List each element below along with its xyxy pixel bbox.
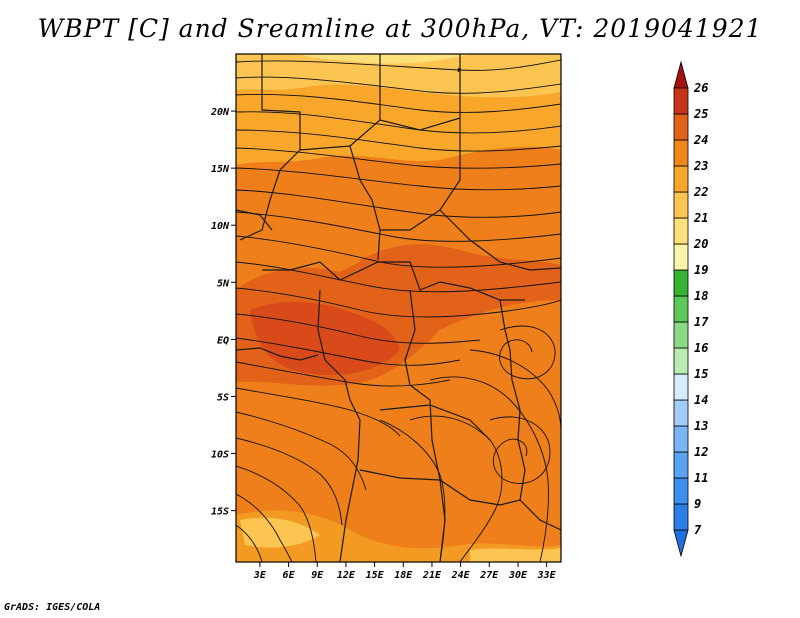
colorbar-label: 26 [693, 81, 708, 95]
colorbar-swatch [673, 165, 689, 193]
grads-credit: GrADS: IGES/COLA [4, 602, 101, 613]
colorbar-swatch [673, 503, 689, 531]
colorbar-swatch [673, 477, 689, 505]
lat-label: 10S [211, 450, 229, 461]
latitude-axis: 20N 15N 10N 5N EQ 5S 10S 15S [210, 107, 236, 518]
colorbar-swatch [673, 321, 689, 349]
colorbar-label: 7 [694, 523, 702, 537]
colorbar-swatch [673, 347, 689, 375]
colorbar-swatch [673, 269, 689, 297]
colorbar-label: 16 [694, 341, 708, 355]
colorbar-swatch [673, 425, 689, 453]
colorbar-label: 23 [693, 159, 708, 173]
lat-label: 5N [217, 278, 230, 289]
lon-label: 18E [394, 570, 413, 581]
colorbar-label: 12 [694, 445, 708, 459]
colorbar-swatch [673, 243, 689, 271]
streamlines [236, 59, 561, 562]
longitude-axis: 3E 6E 9E 12E 15E 18E 21E 24E 27E 30E 33E [253, 562, 557, 581]
lon-label: 24E [451, 570, 471, 581]
colorbar-label: 15 [694, 367, 708, 381]
lon-label: 21E [422, 570, 442, 581]
colorbar-swatch [673, 139, 689, 167]
colorbar-swatch [673, 451, 689, 479]
colorbar-label: 9 [694, 497, 701, 511]
lon-label: 30E [508, 570, 528, 581]
colorbar-label: 20 [693, 237, 708, 251]
colorbar-label: 19 [694, 263, 708, 277]
lon-label: 6E [283, 570, 296, 581]
lat-label: 5S [217, 392, 229, 403]
colorbar-label: 14 [694, 393, 708, 407]
colorbar-swatch [673, 295, 689, 323]
lon-label: 15E [366, 570, 385, 581]
colorbar-swatch [673, 191, 689, 219]
colorbar-label: 24 [693, 133, 708, 147]
lat-label: 10N [211, 221, 230, 232]
colorbar-label: 18 [694, 289, 708, 303]
country-borders [236, 54, 561, 562]
map-title: WBPT [C] and Sreamline at 300hPa, VT: 20… [37, 14, 763, 43]
colorbar-swatch [673, 217, 689, 245]
lon-label: 12E [337, 570, 356, 581]
lat-label: EQ [217, 335, 229, 346]
colorbar-label: 25 [693, 107, 708, 121]
lon-label: 3E [253, 570, 267, 581]
colorbar-swatch [673, 373, 689, 401]
colorbar-label: 13 [694, 419, 708, 433]
temperature-field [236, 54, 561, 562]
lon-label: 9E [311, 570, 324, 581]
colorbar-label: 22 [693, 185, 708, 199]
colorbar-bottom-triangle [673, 529, 689, 558]
lat-label: 15N [211, 164, 230, 175]
lon-label: 27E [479, 570, 499, 581]
map-frame [235, 53, 562, 563]
colorbar-label: 21 [693, 211, 708, 225]
colorbar: 7 9 11 12 13 14 15 16 17 18 19 20 21 22 23 24 25 26 [673, 60, 709, 558]
colorbar-label: 11 [694, 471, 708, 485]
lon-label: 33E [537, 570, 557, 581]
colorbar-label: 17 [694, 315, 709, 329]
colorbar-swatch [673, 113, 689, 141]
lat-label: 15S [211, 507, 229, 518]
lat-label: 20N [210, 107, 230, 118]
colorbar-swatch [673, 399, 689, 427]
colorbar-top-triangle [673, 60, 689, 89]
colorbar-swatch [673, 87, 689, 115]
